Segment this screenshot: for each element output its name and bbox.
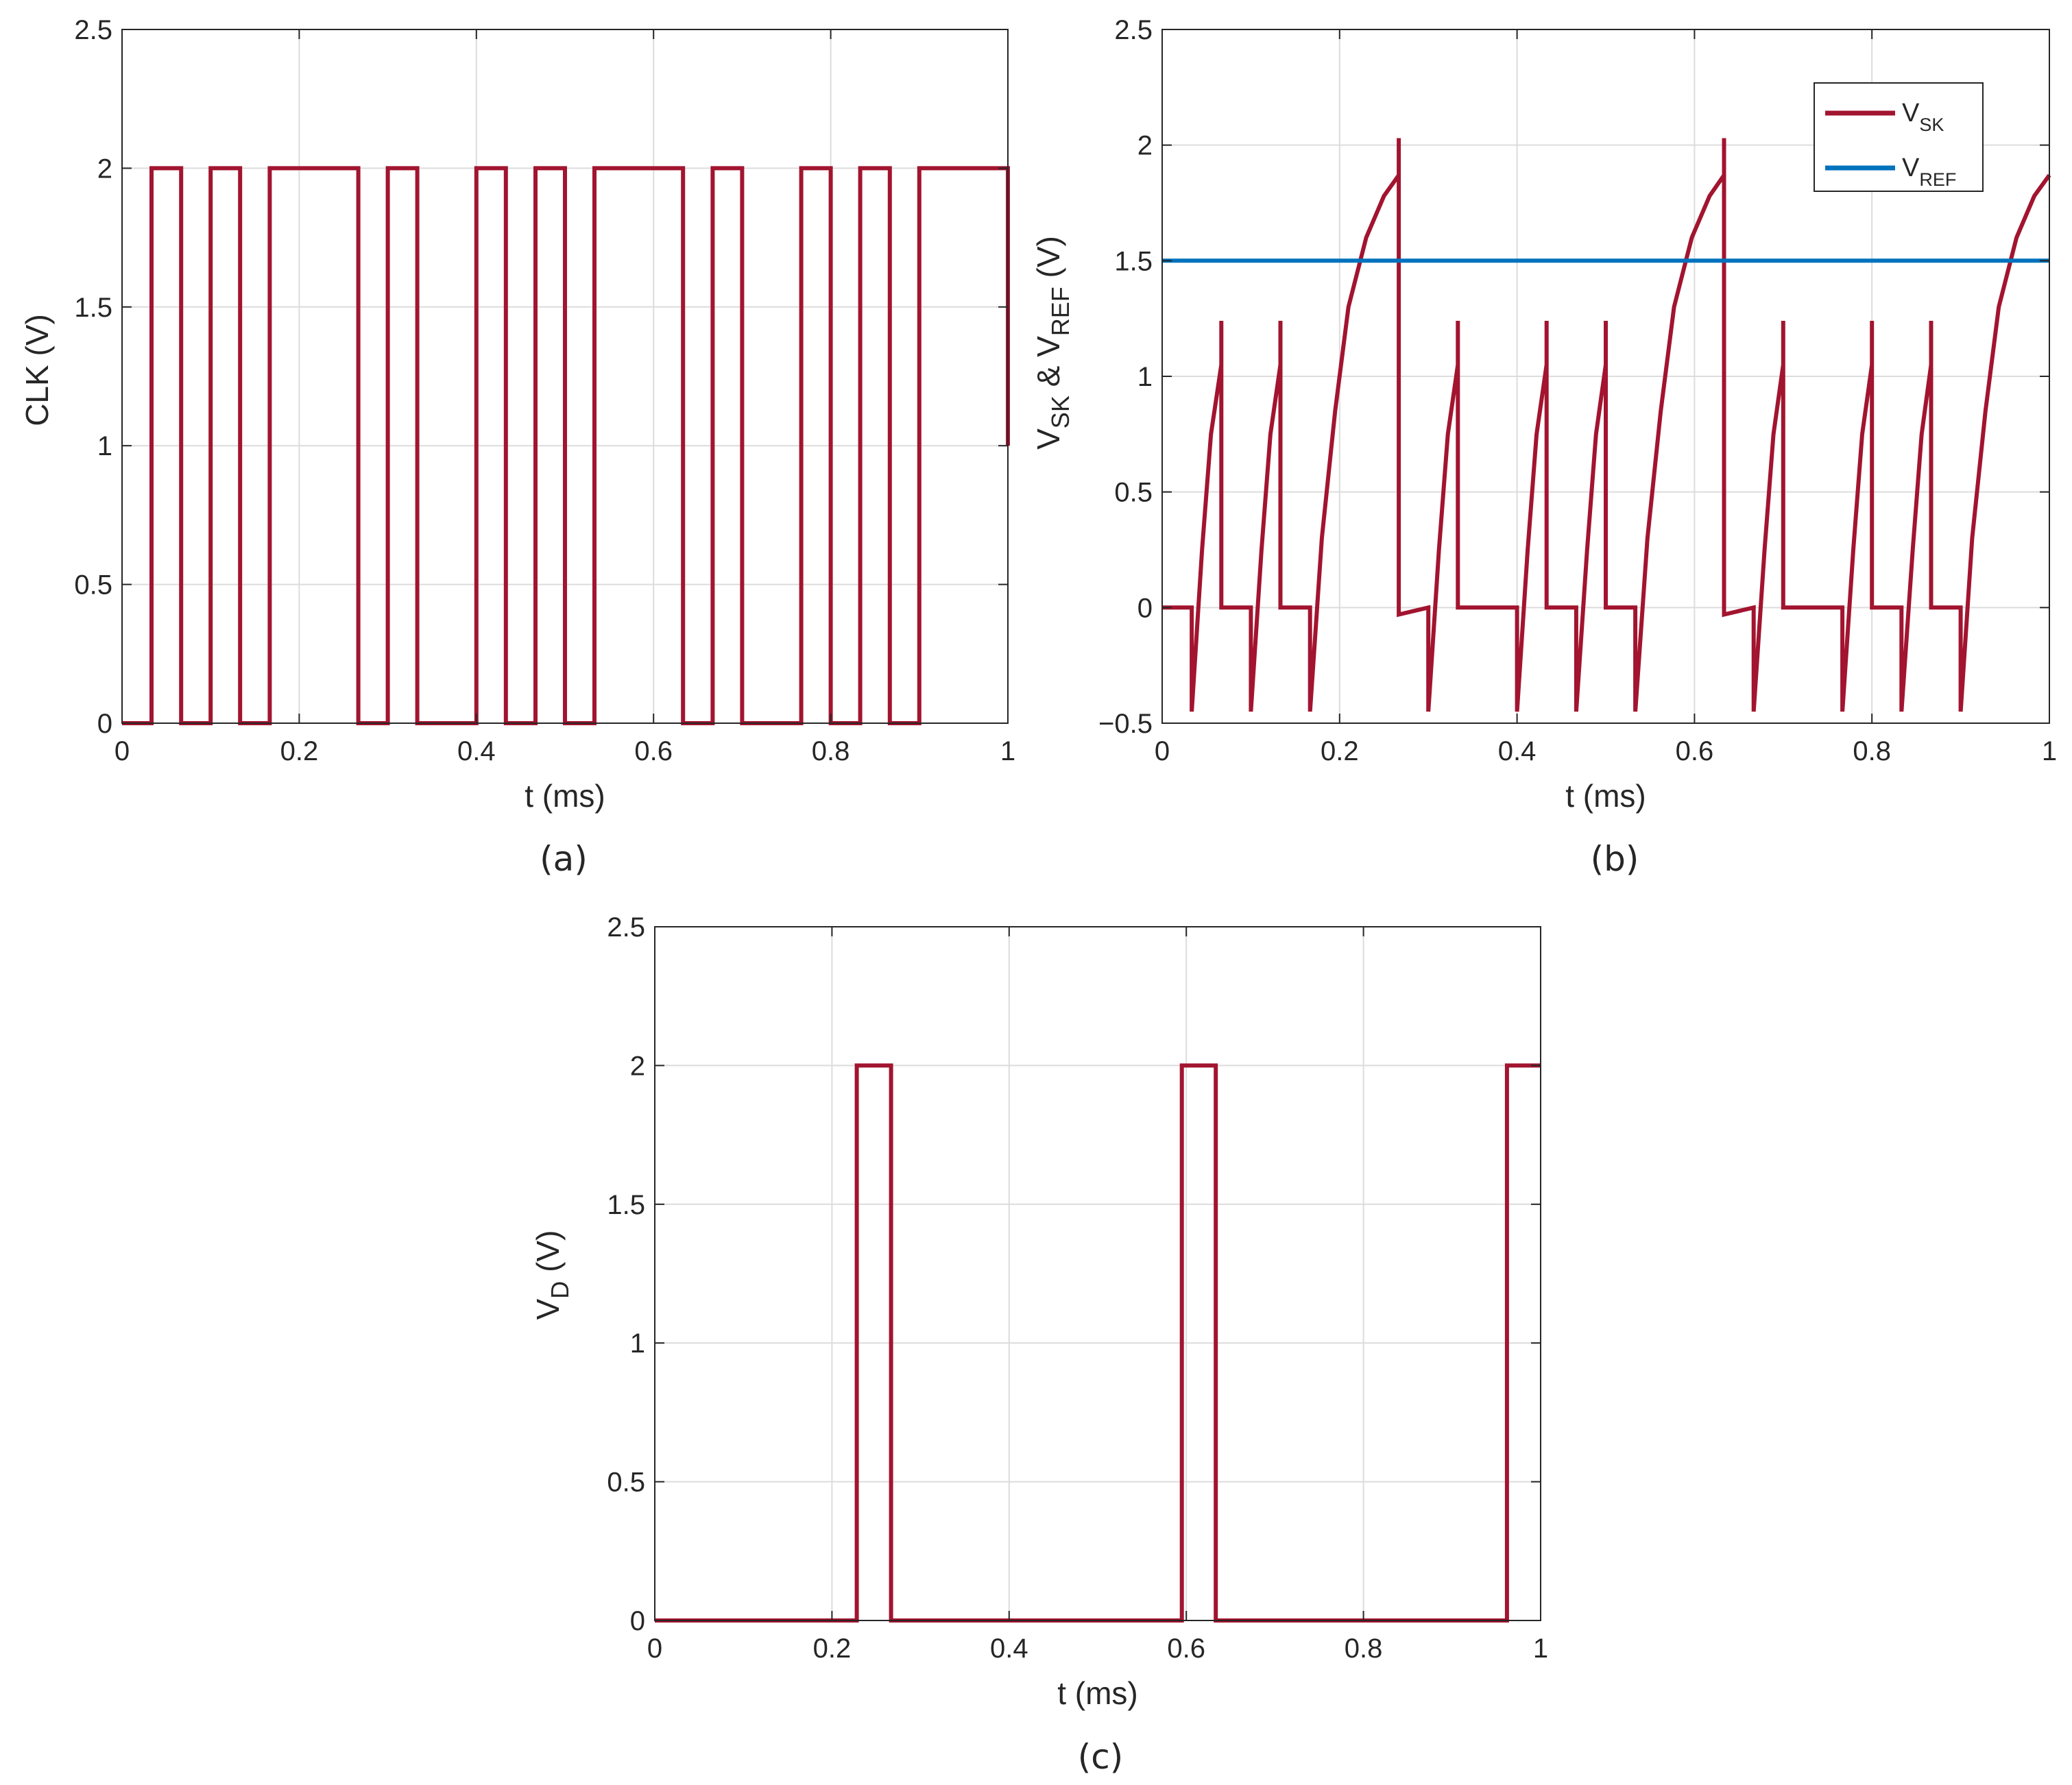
x-tick-label: 0.6	[1676, 736, 1714, 766]
x-tick-label: 1	[2042, 736, 2057, 766]
plot-area-c	[655, 927, 1541, 1620]
y-tick-label: 2.5	[74, 15, 112, 45]
y-tick-label: 1	[1137, 362, 1153, 392]
x-tick-label: 0	[647, 1634, 662, 1664]
x-tick-label: 0.4	[990, 1634, 1028, 1664]
legend-entry-subscript: REF	[1919, 169, 1956, 190]
y-tick-label: 0	[1137, 593, 1153, 623]
y-tick-label: −0.5	[1098, 709, 1153, 739]
panel-label: (c)	[1078, 1737, 1124, 1777]
x-tick-label: 0.4	[1498, 736, 1537, 766]
y-tick-label: 2	[1137, 131, 1153, 161]
legend-entry-main: V	[1902, 99, 1920, 127]
y-tick-label: 0.5	[74, 570, 112, 600]
legend-entry-ref: VREF	[1902, 154, 1956, 190]
x-tick-label: 0	[1155, 736, 1170, 766]
x-tick-label: 0.8	[1345, 1634, 1383, 1664]
series-vsk-line	[1162, 138, 2051, 712]
legend-box	[1814, 82, 1984, 192]
y-axis-label-part: (V)	[1031, 236, 1066, 287]
panel-label: (a)	[540, 839, 588, 879]
x-tick-label: 0.4	[457, 736, 496, 766]
x-tick-label: 0.6	[634, 736, 673, 766]
y-tick-label: 0.5	[607, 1468, 645, 1498]
chart-panel-c: 0 0.2 0.4 0.6 0.8 1 0 0.5 1 1.5 2 2.5 t (ms) VD (V) (c…	[530, 912, 1548, 1777]
axes-frame-c	[654, 926, 1541, 1621]
y-tick-label: 1.5	[607, 1190, 645, 1220]
x-tick-label: 0.2	[1321, 736, 1359, 766]
x-axis-label: t (ms)	[1565, 778, 1646, 814]
y-axis-label-subscript: REF	[1046, 287, 1074, 336]
y-tick-label: 2.5	[607, 912, 645, 943]
y-axis-label-part: V	[1031, 428, 1066, 450]
legend-entry-sk: VSK	[1902, 99, 1944, 135]
panel-label: (b)	[1591, 839, 1639, 879]
x-tick-label: 0	[115, 736, 130, 766]
legend-entry-main: V	[1902, 154, 1920, 182]
y-tick-label: 1	[630, 1328, 645, 1359]
y-axis-label: VSK & VREF (V)	[1031, 236, 1074, 450]
y-tick-label: 0.5	[1114, 478, 1153, 508]
legend-entry-subscript: SK	[1919, 114, 1944, 135]
y-tick-label: 2.5	[1114, 15, 1153, 45]
series-line-c	[655, 1063, 1541, 1623]
x-tick-label: 0.2	[813, 1634, 852, 1664]
y-tick-label: 2	[630, 1051, 645, 1081]
x-tick-label: 1	[1000, 736, 1015, 766]
y-tick-label: 0	[630, 1606, 645, 1636]
y-axis-label: VD (V)	[530, 1230, 574, 1320]
y-axis-label-part: & V	[1031, 336, 1066, 396]
y-axis-label-part: V	[530, 1298, 566, 1320]
axes-frame-a	[121, 29, 1009, 724]
x-tick-label: 0.8	[1853, 736, 1891, 766]
x-tick-label: 0.6	[1167, 1634, 1205, 1664]
y-tick-label: 1	[97, 431, 112, 461]
y-axis-label-subscript: D	[546, 1281, 574, 1299]
y-tick-label: 1.5	[1114, 246, 1153, 276]
x-axis-label: t (ms)	[1057, 1675, 1138, 1711]
x-tick-label: 0.8	[812, 736, 850, 766]
chart-panel-b: 0 0.2 0.4 0.6 0.8 1−0.500.511.522.5t (ms)VSK …	[1031, 15, 2057, 879]
x-tick-label: 0.2	[280, 736, 319, 766]
x-axis-label: t (ms)	[525, 778, 605, 814]
y-tick-label: 1.5	[74, 293, 112, 323]
chart-panel-a: 0 0.2 0.4 0.6 0.8 1 0 0.5 1 1.5 2 2.5 t (ms) CLK (V) (…	[19, 15, 1015, 879]
y-tick-label: 0	[97, 709, 112, 739]
y-tick-label: 2	[97, 154, 112, 184]
y-axis-label-subscript: SK	[1046, 396, 1074, 428]
x-tick-label: 1	[1533, 1634, 1548, 1664]
y-axis-label: CLK (V)	[19, 314, 55, 426]
y-axis-label-part: (V)	[530, 1230, 566, 1281]
